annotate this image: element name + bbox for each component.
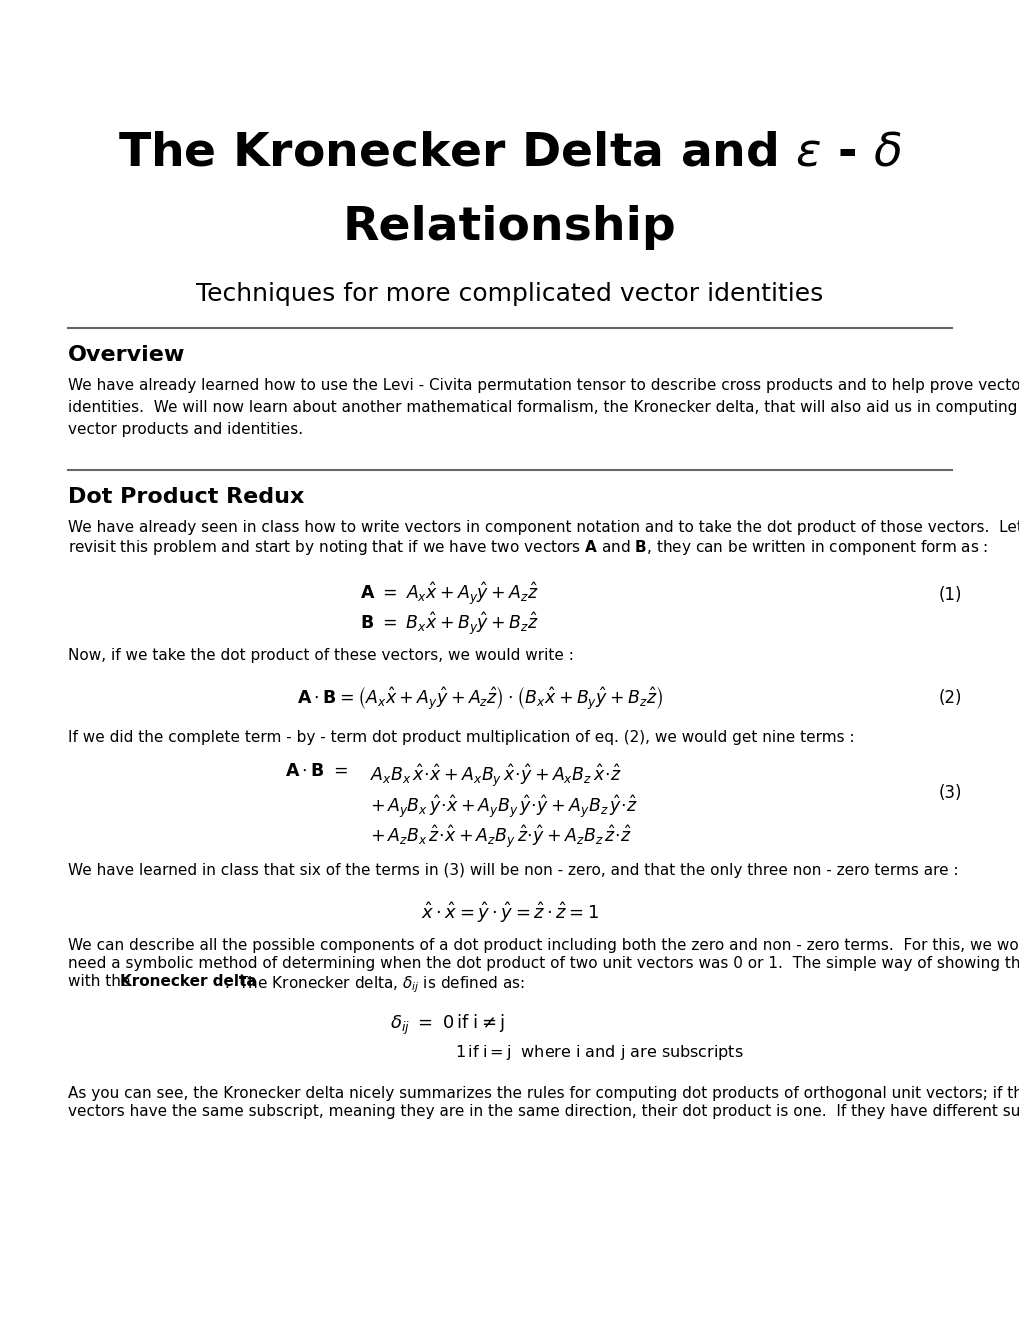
Text: vectors have the same subscript, meaning they are in the same direction, their d: vectors have the same subscript, meaning… — [68, 1104, 1019, 1119]
Text: $+\, A_z B_x\,\hat{z}\!\cdot\!\hat{x} + A_z B_y\,\hat{z}\!\cdot\!\hat{y} + A_z B: $+\, A_z B_x\,\hat{z}\!\cdot\!\hat{x} + … — [370, 822, 632, 850]
Text: We can describe all the possible components of a dot product including both the : We can describe all the possible compone… — [68, 939, 1019, 953]
Text: $\hat{x} \cdot \hat{x} = \hat{y} \cdot \hat{y} = \hat{z} \cdot \hat{z} = 1$: $\hat{x} \cdot \hat{x} = \hat{y} \cdot \… — [421, 900, 598, 925]
Text: Relationship: Relationship — [342, 205, 677, 249]
Text: $+\, A_y B_x\,\hat{y}\!\cdot\!\hat{x} + A_y B_y\,\hat{y}\!\cdot\!\hat{y} + A_y B: $+\, A_y B_x\,\hat{y}\!\cdot\!\hat{x} + … — [370, 793, 638, 820]
Text: with the: with the — [68, 974, 136, 989]
Text: $\delta_{ij}\ =\ 0\,\mathrm{if\;i} \neq \mathrm{j}$: $\delta_{ij}\ =\ 0\,\mathrm{if\;i} \neq … — [389, 1012, 504, 1038]
Text: The Kronecker Delta and $\epsilon$ - $\delta$: The Kronecker Delta and $\epsilon$ - $\d… — [117, 129, 902, 176]
Text: We have learned in class that six of the terms in (3) will be non - zero, and th: We have learned in class that six of the… — [68, 863, 958, 878]
Text: $A_x B_x\,\hat{x}\!\cdot\!\hat{x} + A_x B_y\,\hat{x}\!\cdot\!\hat{y} + A_x B_z\,: $A_x B_x\,\hat{x}\!\cdot\!\hat{x} + A_x … — [370, 762, 621, 789]
Text: We have already learned how to use the Levi - Civita permutation tensor to descr: We have already learned how to use the L… — [68, 378, 1019, 437]
Text: Techniques for more complicated vector identities: Techniques for more complicated vector i… — [197, 282, 822, 306]
Text: $\mathbf{A} \cdot \mathbf{B} = \left( A_x\hat{x} + A_y\hat{y} + A_z\hat{z}\right: $\mathbf{A} \cdot \mathbf{B} = \left( A_… — [297, 685, 662, 713]
Text: Kronecker delta: Kronecker delta — [120, 974, 257, 989]
Text: If we did the complete term - by - term dot product multiplication of eq. (2), w: If we did the complete term - by - term … — [68, 730, 854, 744]
Text: $\mathbf{A}\ =\ A_x\hat{x} + A_y\hat{y} + A_z\hat{z}$: $\mathbf{A}\ =\ A_x\hat{x} + A_y\hat{y} … — [360, 579, 538, 607]
Text: We have already seen in class how to write vectors in component notation and to : We have already seen in class how to wri… — [68, 520, 1019, 535]
Text: (2): (2) — [937, 689, 961, 708]
Text: As you can see, the Kronecker delta nicely summarizes the rules for computing do: As you can see, the Kronecker delta nice… — [68, 1086, 1019, 1101]
Text: $\mathbf{B}\ =\ B_x\hat{x} + B_y\hat{y} + B_z\hat{z}$: $\mathbf{B}\ =\ B_x\hat{x} + B_y\hat{y} … — [360, 610, 538, 636]
Text: (1): (1) — [937, 586, 961, 605]
Text: Now, if we take the dot product of these vectors, we would write :: Now, if we take the dot product of these… — [68, 648, 574, 663]
Text: revisit this problem and start by noting that if we have two vectors $\mathbf{A}: revisit this problem and start by noting… — [68, 539, 987, 557]
Text: .  The Kronecker delta, $\delta_{ij}$ is defined as:: . The Kronecker delta, $\delta_{ij}$ is … — [224, 974, 525, 994]
Text: $1\,\mathrm{if\;i} = \mathrm{j}$  where i and j are subscripts: $1\,\mathrm{if\;i} = \mathrm{j}$ where i… — [454, 1043, 743, 1063]
Text: need a symbolic method of determining when the dot product of two unit vectors w: need a symbolic method of determining wh… — [68, 956, 1019, 972]
Text: Dot Product Redux: Dot Product Redux — [68, 487, 304, 507]
Text: Overview: Overview — [68, 345, 185, 366]
Text: $\mathbf{A} \cdot \mathbf{B}\ =\ $: $\mathbf{A} \cdot \mathbf{B}\ =\ $ — [284, 762, 347, 780]
Text: (3): (3) — [937, 784, 961, 803]
